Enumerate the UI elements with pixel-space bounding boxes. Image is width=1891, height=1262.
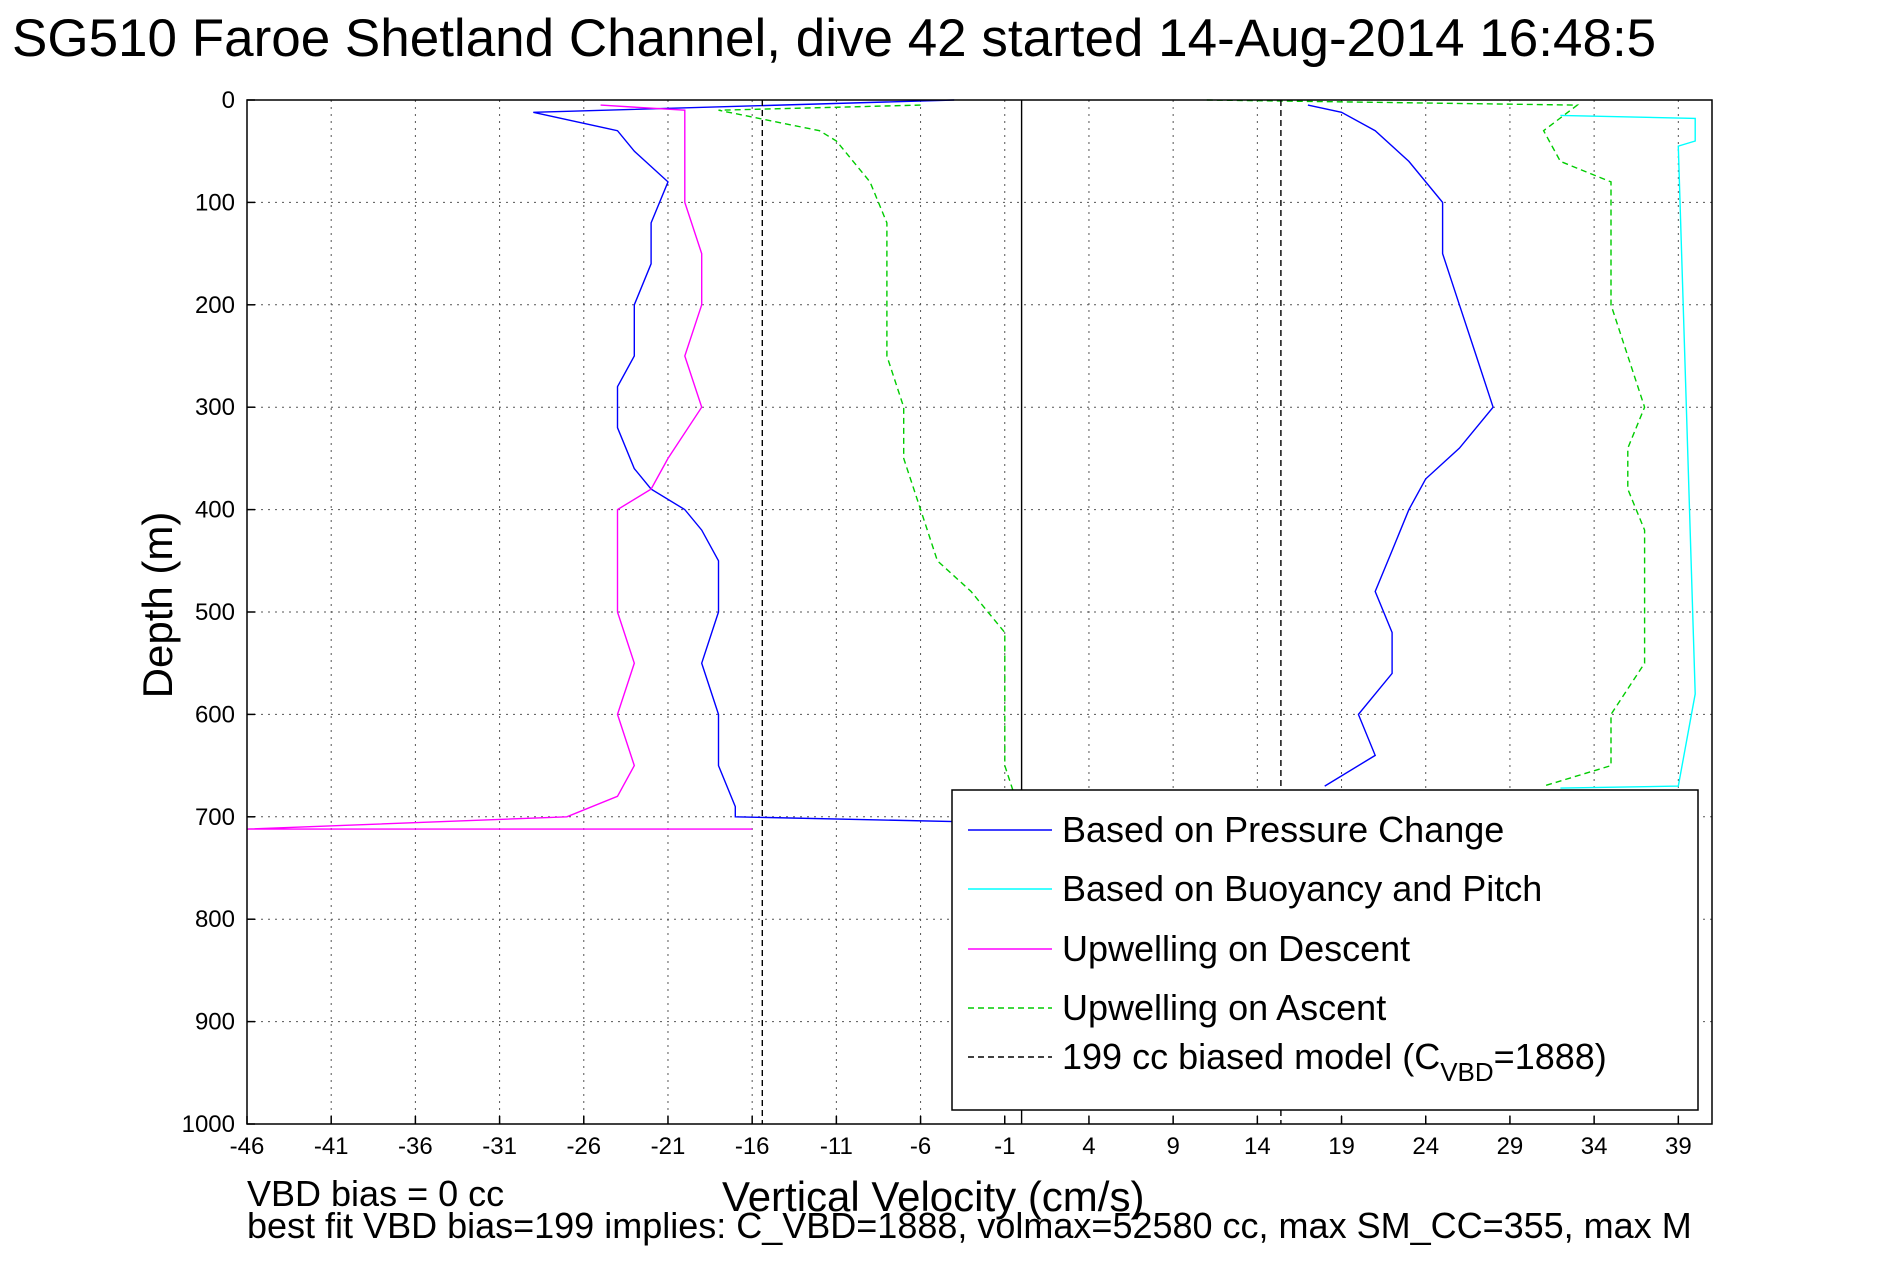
axes <box>246 99 1713 1125</box>
x-tick-label: 9 <box>1166 1133 1179 1160</box>
series-line-1 <box>1307 104 1494 787</box>
series-line-2 <box>1560 114 1696 789</box>
legend-label-3: Upwelling on Ascent <box>1062 987 1386 1028</box>
best-fit-note: best fit VBD bias=199 implies: C_VBD=188… <box>247 1205 1692 1246</box>
series-line-5 <box>1206 99 1646 787</box>
vbd-bias-note: VBD bias = 0 cc <box>247 1173 505 1214</box>
axes-box <box>246 99 1713 1125</box>
x-tick-label: -16 <box>735 1133 770 1160</box>
legend-label-1: Based on Buoyancy and Pitch <box>1062 868 1542 909</box>
y-tick-label: 900 <box>195 1009 235 1036</box>
y-tick-label: 0 <box>222 87 235 114</box>
x-tick-label: -41 <box>314 1133 349 1160</box>
y-tick-label: 200 <box>195 292 235 319</box>
x-tick-label: -46 <box>230 1133 265 1160</box>
x-tick-label: -6 <box>910 1133 931 1160</box>
y-tick-label: 700 <box>195 804 235 831</box>
x-tick-label: -21 <box>651 1133 686 1160</box>
series-line-3 <box>246 104 753 830</box>
x-tick-label: 24 <box>1412 1133 1439 1160</box>
x-tick-label: -1 <box>994 1133 1015 1160</box>
x-tick-label: -36 <box>398 1133 433 1160</box>
y-tick-label: 500 <box>195 599 235 626</box>
x-tick-label: 14 <box>1244 1133 1271 1160</box>
x-tick-label: 29 <box>1497 1133 1524 1160</box>
y-tick-label: 800 <box>195 906 235 933</box>
y-tick-label: 100 <box>195 189 235 216</box>
x-tick-label: 19 <box>1328 1133 1355 1160</box>
y-tick-label: 300 <box>195 394 235 421</box>
x-tick-label: 4 <box>1082 1133 1095 1160</box>
series-line-0 <box>533 99 1022 830</box>
x-tick-label: -26 <box>566 1133 601 1160</box>
tick-labels: -46 -41 -36 -31 -26 -21 -16 -11 -6 -1 4 9 14 19 24 29 34… <box>182 87 1692 1160</box>
series-lines <box>246 99 1696 1124</box>
legend-label-2: Upwelling on Descent <box>1062 928 1410 969</box>
x-axis-label: Vertical Velocity (cm/s) <box>722 1173 1145 1220</box>
x-tick-label: -31 <box>482 1133 517 1160</box>
legend-box <box>951 789 1699 1111</box>
legend: Based on Pressure Change Based on Buoyanc… <box>951 789 1699 1111</box>
x-tick-label: 39 <box>1665 1133 1692 1160</box>
x-tick-label: 34 <box>1581 1133 1608 1160</box>
x-tick-label: -11 <box>820 1133 853 1160</box>
chart-title: SG510 Faroe Shetland Channel, dive 42 st… <box>12 9 1657 68</box>
y-axis-label: Depth (m) <box>134 511 181 699</box>
legend-label-0: Based on Pressure Change <box>1062 809 1504 850</box>
y-tick-label: 400 <box>195 497 235 524</box>
legend-label-4: 199 cc biased model (CVBD=1888) <box>1062 1036 1607 1087</box>
y-tick-label: 600 <box>195 701 235 728</box>
y-tick-label: 1000 <box>182 1111 235 1138</box>
series-line-4 <box>718 104 1023 818</box>
